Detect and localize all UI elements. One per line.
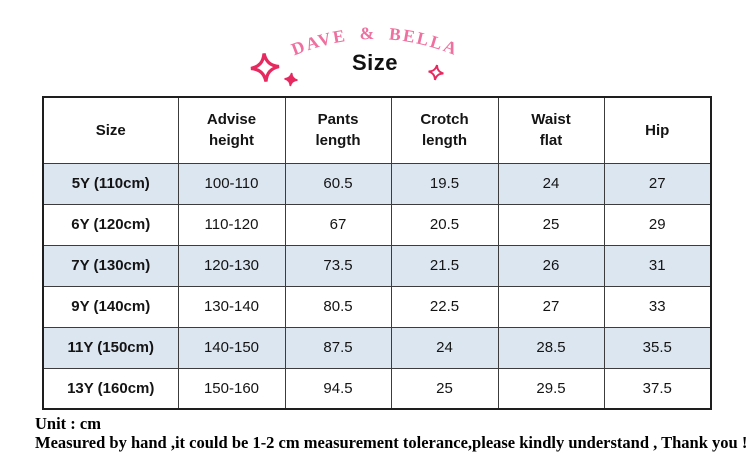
header-cell-hip: Hip: [603, 96, 712, 164]
table-cell: 22.5: [390, 285, 499, 328]
table-cell: 73.5: [284, 244, 392, 287]
table-cell: 27: [603, 162, 712, 205]
table-cell: 25: [497, 203, 605, 246]
table-row: 11Y (150cm) 140-150 87.5 24 28.5 35.5: [42, 326, 712, 369]
table-cell: 29.5: [497, 367, 605, 410]
row-label-cell: 13Y (160cm): [42, 367, 179, 410]
row-label-cell: 5Y (110cm): [42, 162, 179, 205]
header-cell-crotch-length: Crotch length: [390, 96, 499, 164]
footer-notes: Unit : cm Measured by hand ,it could be …: [35, 414, 747, 453]
header-label: Waist flat: [531, 111, 571, 150]
table-cell: 31: [603, 244, 712, 287]
table-cell: 28.5: [497, 326, 605, 369]
header-label: Hip: [645, 121, 670, 139]
table-cell: 21.5: [390, 244, 499, 287]
table-row: 6Y (120cm) 110-120 67 20.5 25 29: [42, 203, 712, 246]
table-row: 9Y (140cm) 130-140 80.5 22.5 27 33: [42, 285, 712, 328]
table-cell: 60.5: [284, 162, 392, 205]
header-label: Crotch length: [420, 111, 469, 150]
brand-arc-text: DAVE & BELLA: [288, 23, 459, 59]
table-row: 7Y (130cm) 120-130 73.5 21.5 26 31: [42, 244, 712, 287]
table-cell: 94.5: [284, 367, 392, 410]
header-cell-size: Size: [42, 96, 179, 164]
sparkle-right-icon: [428, 64, 444, 81]
table-cell: 120-130: [177, 244, 286, 287]
table-cell: 80.5: [284, 285, 392, 328]
table-cell: 27: [497, 285, 605, 328]
sparkle-large-icon: [250, 53, 280, 82]
table-cell: 87.5: [284, 326, 392, 369]
table-row: 13Y (160cm) 150-160 94.5 25 29.5 37.5: [42, 367, 712, 410]
table-cell: 24: [497, 162, 605, 205]
tolerance-note: Measured by hand ,it could be 1-2 cm mea…: [35, 433, 748, 453]
table-cell: 26: [497, 244, 605, 287]
header-label: Pants length: [315, 111, 361, 150]
table-cell: 130-140: [177, 285, 286, 328]
header-cell-pants-length: Pants length: [284, 96, 392, 164]
size-table: Size Advise height Pants length Crotch l…: [42, 96, 712, 410]
row-label-cell: 6Y (120cm): [42, 203, 179, 246]
header-label: Advise height: [206, 111, 257, 150]
table-cell: 37.5: [603, 367, 712, 410]
row-label-cell: 9Y (140cm): [42, 285, 179, 328]
unit-label: Unit : cm: [35, 414, 101, 433]
table-row: 5Y (110cm) 100-110 60.5 19.5 24 27: [42, 162, 712, 205]
sparkle-small-icon: [284, 72, 298, 87]
table-cell: 140-150: [177, 326, 286, 369]
table-cell: 24: [390, 326, 499, 369]
table-cell: 25: [390, 367, 499, 410]
table-header-row: Size Advise height Pants length Crotch l…: [42, 96, 712, 164]
page-title: Size: [351, 50, 399, 75]
table-cell: 19.5: [390, 162, 499, 205]
table-cell: 110-120: [177, 203, 286, 246]
table-cell: 150-160: [177, 367, 286, 410]
table-cell: 33: [603, 285, 712, 328]
table-cell: 20.5: [390, 203, 499, 246]
row-label-cell: 11Y (150cm): [42, 326, 179, 369]
table-cell: 67: [284, 203, 392, 246]
table-cell: 35.5: [603, 326, 712, 369]
row-label-cell: 7Y (130cm): [42, 244, 179, 287]
table-cell: 29: [603, 203, 712, 246]
table-cell: 100-110: [177, 162, 286, 205]
header-cell-waist-flat: Waist flat: [497, 96, 605, 164]
header-cell-advise-height: Advise height: [177, 96, 286, 164]
header-label: Size: [95, 121, 126, 139]
